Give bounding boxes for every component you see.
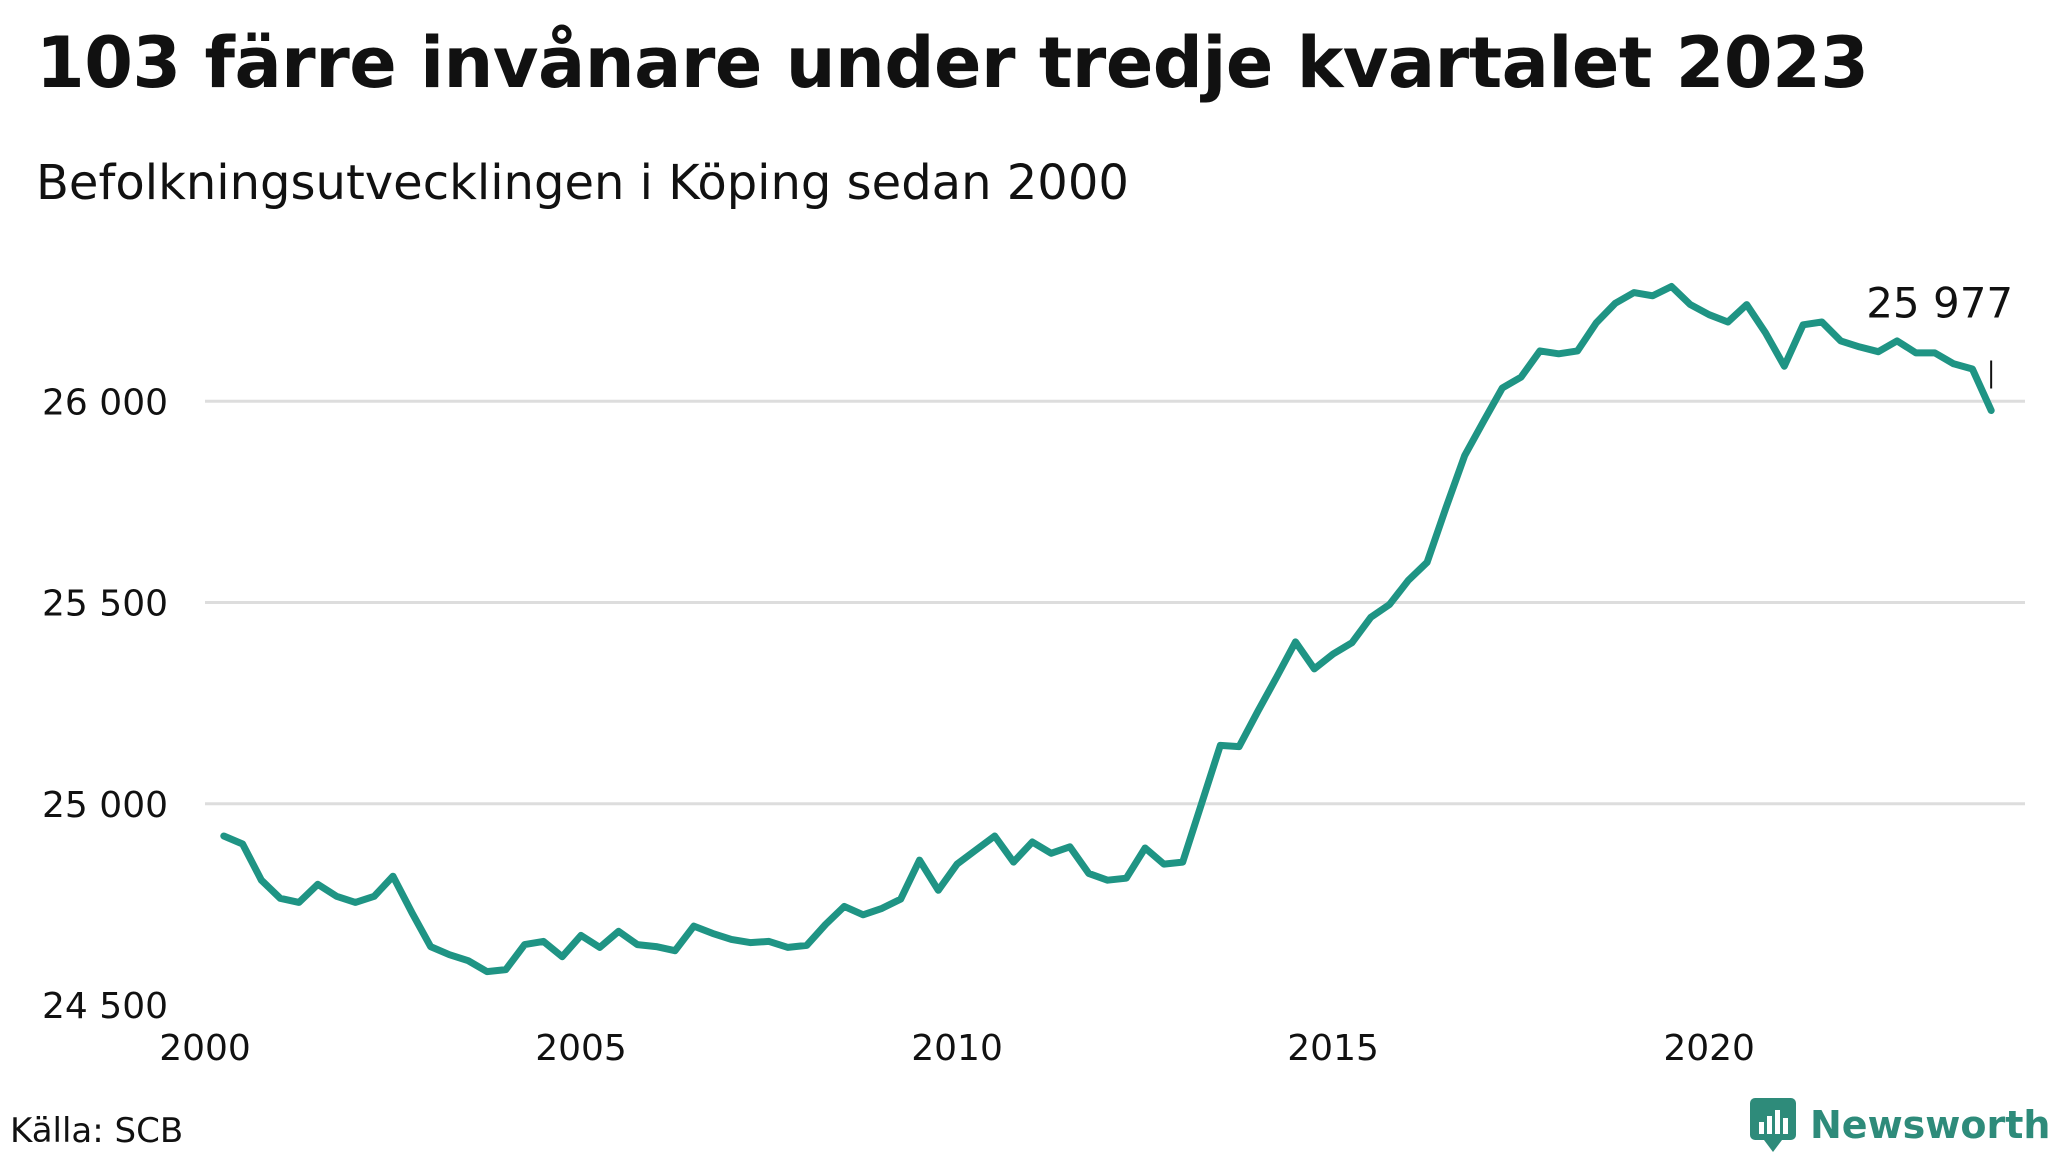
series-layer [220, 283, 1995, 976]
annotation-layer: 25 977 [1866, 279, 2013, 389]
source-note: Källa: SCB [10, 1111, 184, 1151]
y-tick-label: 24 500 [42, 986, 168, 1027]
y-tick-label: 25 000 [42, 785, 168, 826]
y-tick-label: 26 000 [42, 382, 168, 423]
end-value-label: 25 977 [1866, 279, 2013, 328]
x-tick-label: 2005 [535, 1028, 627, 1069]
x-tick-label: 2000 [159, 1028, 251, 1069]
x-tick-label: 2020 [1663, 1028, 1755, 1069]
brand-name: Newsworthy [1810, 1103, 2048, 1147]
y-tick-label: 25 500 [42, 584, 168, 625]
chart-subtitle: Befolkningsutvecklingen i Köping sedan 2… [36, 155, 1129, 211]
y-axis-ticks: 24 500 25 000 25 500 26 000 [42, 382, 168, 1027]
x-axis-ticks: 2000 2005 2010 2015 2020 [159, 1028, 1755, 1069]
brand-logo: Newsworthy [1750, 1098, 2048, 1152]
x-tick-label: 2015 [1287, 1028, 1379, 1069]
newsworthy-logo-icon [1750, 1098, 1796, 1152]
x-tick-label: 2010 [911, 1028, 1003, 1069]
grid-lines [205, 399, 2025, 806]
chart-title: 103 färre invånare under tredje kvartale… [36, 22, 1869, 104]
series-line [220, 283, 1995, 976]
